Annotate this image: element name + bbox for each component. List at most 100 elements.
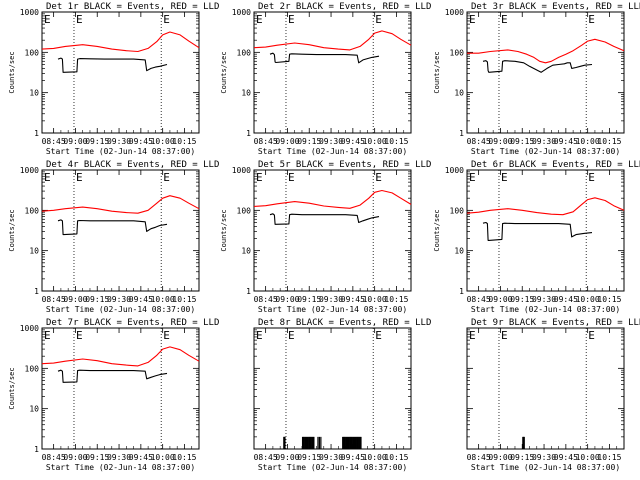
- y-tick-label: 10: [241, 247, 251, 256]
- plot-frame: [253, 327, 412, 450]
- panel-det-1: Det 1r BLACK = Events, RED = LLD 1 10 100 10…: [8, 2, 219, 156]
- panel-det-4: Det 4r BLACK = Events, RED = LLD 1 10 100 10…: [8, 160, 219, 314]
- x-tick-label: 09:00: [488, 137, 512, 146]
- y-tick-label: 10: [454, 247, 464, 256]
- series-line-events: [269, 213, 380, 225]
- y-tick-label: 100: [25, 206, 40, 215]
- panel-det-7: Det 7r BLACK = Events, RED = LLD 1 10 100 10…: [8, 318, 219, 472]
- marker-label: E: [501, 329, 508, 342]
- series-line-lld: [41, 346, 200, 367]
- panel-title: Det 2r BLACK = Events, RED = LLD: [258, 2, 431, 12]
- x-tick-label: 09:30: [532, 295, 556, 304]
- y-tick-label: 1: [34, 287, 39, 296]
- x-tick-label: 09:00: [275, 295, 299, 304]
- marker-label: E: [375, 13, 382, 26]
- marker-label: E: [256, 13, 263, 26]
- marker-label: E: [76, 329, 83, 342]
- y-tick-label: 100: [450, 206, 465, 215]
- x-tick-label: 10:00: [151, 295, 175, 304]
- x-tick-label: 09:30: [107, 295, 131, 304]
- y-tick-label: 1: [459, 129, 464, 138]
- series-line-events: [57, 369, 168, 383]
- x-tick-label: 09:30: [107, 137, 131, 146]
- marker-label: E: [163, 13, 170, 26]
- x-tick-label: 09:00: [275, 137, 299, 146]
- panel-det-5: Det 5r BLACK = Events, RED = LLD 1 10 100 10…: [220, 160, 431, 314]
- plot-frame: [466, 327, 625, 450]
- plot-frame: [466, 169, 625, 292]
- x-tick-label: 09:45: [554, 295, 578, 304]
- y-axis-label: Counts/sec: [8, 51, 16, 93]
- x-tick-label: 09:00: [275, 453, 299, 462]
- x-tick-label: 09:15: [297, 453, 321, 462]
- x-tick-label: 10:00: [363, 137, 387, 146]
- x-tick-label: 09:30: [532, 137, 556, 146]
- x-axis-label: Start Time (02-Jun-14 08:37:00): [471, 463, 620, 472]
- x-tick-label: 09:45: [129, 295, 153, 304]
- x-tick-label: 09:45: [129, 453, 153, 462]
- marker-label: E: [163, 329, 170, 342]
- x-tick-label: 09:15: [85, 137, 109, 146]
- x-tick-label: 10:00: [151, 137, 175, 146]
- series-line-events: [482, 60, 593, 73]
- marker-label: E: [44, 329, 51, 342]
- series-line-events: [482, 221, 593, 241]
- x-tick-label: 09:45: [554, 453, 578, 462]
- y-tick-label: 1: [459, 287, 464, 296]
- x-tick-label: 09:45: [341, 453, 365, 462]
- x-tick-label: 10:15: [597, 453, 621, 462]
- series-line-events: [57, 219, 168, 236]
- panel-title: Det 3r BLACK = Events, RED = LLD: [471, 2, 640, 12]
- x-tick-label: 10:00: [363, 295, 387, 304]
- x-tick-label: 10:15: [597, 137, 621, 146]
- panel-title: Det 8r BLACK = Events, RED = LLD: [258, 318, 431, 328]
- y-tick-label: 1000: [20, 324, 39, 333]
- y-axis-label: Counts/sec: [8, 209, 16, 251]
- x-axis-label: Start Time (02-Jun-14 08:37:00): [46, 305, 195, 314]
- marker-label: E: [288, 13, 295, 26]
- plot-frame: [41, 327, 200, 450]
- marker-label: E: [501, 13, 508, 26]
- x-tick-label: 10:15: [172, 295, 196, 304]
- x-axis-label: Start Time (02-Jun-14 08:37:00): [258, 147, 407, 156]
- plot-frame: [41, 169, 200, 292]
- x-tick-label: 08:45: [42, 137, 66, 146]
- y-tick-label: 1: [34, 129, 39, 138]
- y-tick-label: 1000: [20, 8, 39, 17]
- x-tick-label: 09:15: [510, 295, 534, 304]
- series-line-lld: [41, 195, 200, 214]
- panel-title: Det 4r BLACK = Events, RED = LLD: [46, 160, 219, 170]
- marker-label: E: [375, 329, 382, 342]
- marker-label: E: [44, 13, 51, 26]
- marker-label: E: [44, 171, 51, 184]
- plot-frame: [253, 11, 412, 134]
- series-line-lld: [466, 197, 625, 216]
- panel-title: Det 5r BLACK = Events, RED = LLD: [258, 160, 431, 170]
- panel-det-6: Det 6r BLACK = Events, RED = LLD 1 10 100 10…: [433, 160, 640, 314]
- x-tick-label: 09:45: [341, 295, 365, 304]
- x-tick-label: 08:45: [467, 295, 491, 304]
- x-tick-label: 08:45: [254, 295, 278, 304]
- series-line-lld: [41, 31, 200, 53]
- series-line-lld: [253, 30, 412, 51]
- marker-label: E: [256, 171, 263, 184]
- x-tick-label: 10:15: [172, 453, 196, 462]
- x-axis-label: Start Time (02-Jun-14 08:37:00): [46, 147, 195, 156]
- y-tick-label: 10: [29, 89, 39, 98]
- y-axis-label: Counts/sec: [220, 209, 228, 251]
- x-tick-label: 08:45: [467, 453, 491, 462]
- plot-frame: [466, 11, 625, 134]
- marker-label: E: [288, 171, 295, 184]
- x-tick-label: 10:00: [576, 137, 600, 146]
- y-tick-label: 10: [454, 89, 464, 98]
- panel-title: Det 6r BLACK = Events, RED = LLD: [471, 160, 640, 170]
- x-tick-label: 10:15: [384, 295, 408, 304]
- x-axis-label: Start Time (02-Jun-14 08:37:00): [471, 305, 620, 314]
- marker-label: E: [588, 13, 595, 26]
- y-tick-label: 10: [29, 247, 39, 256]
- x-tick-label: 09:00: [63, 295, 87, 304]
- panel-det-2: Det 2r BLACK = Events, RED = LLD 1 10 100 10…: [220, 2, 431, 156]
- marker-label: E: [288, 329, 295, 342]
- y-tick-label: 100: [450, 48, 465, 57]
